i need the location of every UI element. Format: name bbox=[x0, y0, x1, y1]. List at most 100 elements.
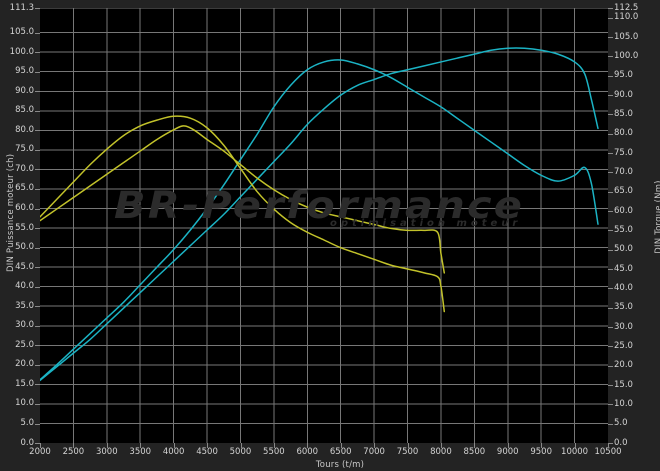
x-tick: 2500 bbox=[62, 447, 85, 457]
y-right-tickmark bbox=[608, 423, 613, 425]
x-tick: 5000 bbox=[229, 447, 252, 457]
y-right-tickmark bbox=[608, 75, 613, 77]
y-right-tickmark bbox=[608, 404, 613, 406]
x-tick: 8000 bbox=[430, 447, 452, 457]
y-left-tick: 100.0 bbox=[9, 46, 34, 57]
y-right-tick: 55.0 bbox=[614, 224, 633, 235]
y-right-tickmark bbox=[608, 385, 613, 386]
y-left-tickmark bbox=[35, 52, 40, 54]
x-tickmark bbox=[173, 443, 175, 448]
x-tick: 7500 bbox=[396, 447, 419, 457]
y-left-tickmark bbox=[35, 228, 40, 229]
x-tick: 3000 bbox=[95, 447, 118, 457]
y-right-tickmark bbox=[608, 37, 613, 38]
x-tick: 7000 bbox=[363, 447, 385, 457]
y-left-tick: 45.0 bbox=[15, 261, 34, 272]
y-right-tick: 100.0 bbox=[614, 50, 639, 61]
y-right-tickmark bbox=[608, 211, 613, 212]
y-right-tickmark bbox=[608, 365, 613, 367]
y-left-tickmark bbox=[35, 306, 40, 308]
series-line-1 bbox=[40, 59, 599, 381]
y-left-tickmark bbox=[35, 32, 40, 34]
y-right-tickmark bbox=[608, 307, 613, 309]
y-left-tickmark bbox=[35, 110, 40, 112]
y-left-tick: 111.3 bbox=[9, 2, 34, 13]
y-left-tick: 70.0 bbox=[15, 163, 34, 174]
y-left-tickmark bbox=[35, 71, 40, 73]
y-left-tickmark bbox=[35, 189, 40, 190]
x-tick: 4500 bbox=[196, 447, 218, 457]
x-tickmark bbox=[106, 443, 108, 448]
plot-canvas bbox=[40, 8, 608, 443]
x-tickmark bbox=[474, 443, 476, 448]
y-right-tickmark bbox=[608, 191, 613, 193]
y-right-tick: 30.0 bbox=[614, 321, 633, 332]
y-left-tickmark bbox=[35, 384, 40, 386]
x-tick: 10500 bbox=[594, 447, 622, 457]
x-tickmark bbox=[273, 443, 275, 448]
y-left-tickmark bbox=[35, 91, 40, 93]
y-left-tickmark bbox=[35, 286, 40, 288]
y-left-tickmark bbox=[35, 130, 40, 132]
y-left-tick: 5.0 bbox=[20, 417, 34, 428]
y-right-tickmark bbox=[608, 443, 613, 444]
y-axis-right-title: DIN Torque (Nm) bbox=[654, 180, 660, 254]
y-left-tick: 85.0 bbox=[15, 105, 34, 116]
y-left-tickmark bbox=[35, 267, 40, 269]
y-right-tickmark bbox=[608, 17, 613, 19]
y-left-tickmark bbox=[35, 149, 40, 151]
series-line-2 bbox=[40, 115, 446, 313]
y-right-tick: 95.0 bbox=[614, 70, 633, 81]
plot-area: BR-Performance optimisation moteur bbox=[40, 8, 608, 443]
y-left-tickmark bbox=[35, 364, 40, 366]
x-tickmark bbox=[574, 443, 576, 448]
y-right-tick: 5.0 bbox=[614, 418, 628, 429]
y-left-tickmark bbox=[35, 403, 40, 405]
y-right-tick: 50.0 bbox=[614, 244, 633, 255]
x-tickmark bbox=[40, 443, 41, 448]
y-right-tick: 105.0 bbox=[614, 31, 639, 42]
x-tickmark bbox=[307, 443, 309, 448]
y-right-tick: 15.0 bbox=[614, 379, 633, 390]
y-left-tickmark bbox=[35, 325, 40, 327]
y-left-tick: 80.0 bbox=[15, 124, 34, 135]
y-left-tick: 15.0 bbox=[15, 378, 34, 389]
y-right-tick: 60.0 bbox=[614, 205, 633, 216]
y-right-tick: 45.0 bbox=[614, 263, 633, 274]
x-axis-title: Tours (t/m) bbox=[315, 460, 365, 470]
y-right-tick: 20.0 bbox=[614, 360, 633, 371]
y-left-tick: 95.0 bbox=[15, 66, 34, 77]
y-right-tickmark bbox=[608, 172, 613, 174]
x-tickmark bbox=[507, 443, 509, 448]
x-tick: 6500 bbox=[329, 447, 352, 457]
x-tickmark bbox=[73, 443, 75, 448]
y-left-tick: 55.0 bbox=[15, 222, 34, 233]
y-left-tickmark bbox=[35, 423, 40, 425]
y-axis-left-title: DIN Puissance moteur (ch) bbox=[6, 153, 16, 272]
y-left-tick: 90.0 bbox=[15, 85, 34, 96]
y-right-tickmark bbox=[608, 288, 613, 290]
y-left-tick: 50.0 bbox=[15, 242, 34, 253]
y-right-tick: 70.0 bbox=[614, 166, 633, 177]
series-line-3 bbox=[40, 125, 446, 274]
y-left-tick: 25.0 bbox=[15, 339, 34, 350]
y-right-tick: 65.0 bbox=[614, 186, 633, 197]
y-left-tick: 0.0 bbox=[20, 437, 34, 448]
x-tick: 9000 bbox=[496, 447, 519, 457]
y-left-tick: 75.0 bbox=[15, 144, 34, 155]
y-left-tick: 65.0 bbox=[15, 183, 34, 194]
y-left-tick: 105.0 bbox=[9, 27, 34, 38]
x-tick: 9500 bbox=[530, 447, 552, 457]
y-right-tickmark bbox=[608, 327, 613, 328]
y-right-tickmark bbox=[608, 8, 613, 9]
y-left-tickmark bbox=[35, 345, 40, 347]
y-right-tick: 35.0 bbox=[614, 302, 633, 313]
y-left-tickmark bbox=[35, 208, 40, 210]
y-left-tick: 60.0 bbox=[15, 202, 34, 213]
x-tick: 10000 bbox=[561, 447, 589, 457]
y-left-tickmark bbox=[35, 443, 40, 444]
y-right-tickmark bbox=[608, 249, 613, 251]
y-right-tick: 40.0 bbox=[614, 282, 633, 293]
x-tick: 8500 bbox=[463, 447, 486, 457]
y-right-tick: 10.0 bbox=[614, 398, 633, 409]
